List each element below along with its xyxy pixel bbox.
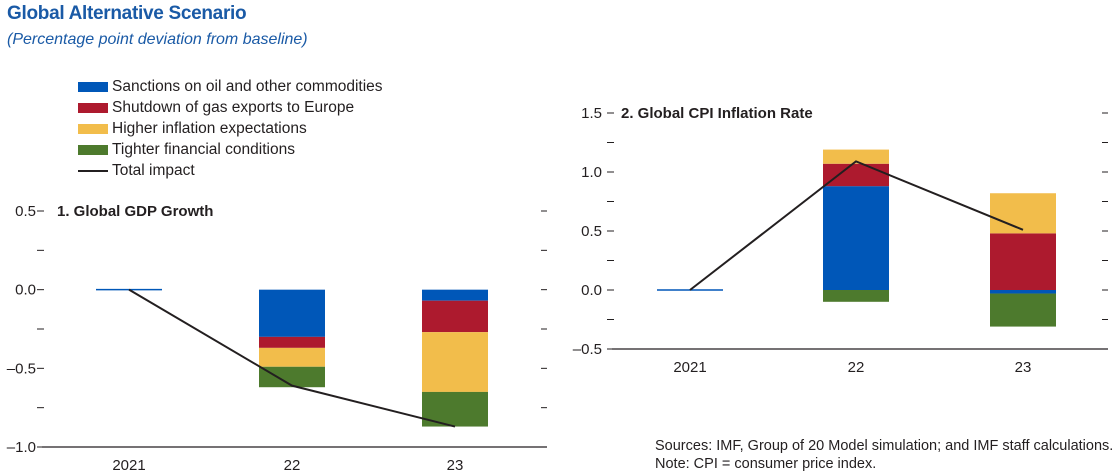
gdp-bar-inflation-expectations <box>259 347 325 367</box>
cpi-panel-title: 2. Global CPI Inflation Rate <box>621 105 813 122</box>
cpi-bar-financial-conditions <box>990 293 1056 327</box>
gdp-bar-sanctions <box>422 289 488 301</box>
source-notes: Sources: IMF, Group of 20 Model simulati… <box>655 437 1113 473</box>
legend-item-inflation-expectations: Higher inflation expectations <box>78 118 383 139</box>
gdp-xtick-label: 2021 <box>112 457 145 474</box>
gdp-bar-gas-shutdown <box>422 300 488 333</box>
gdp-bar-gas-shutdown <box>259 336 325 348</box>
cpi-ytick-label: –0.5 <box>573 341 602 358</box>
legend-item-financial-conditions: Tighter financial conditions <box>78 139 383 160</box>
legend-swatch-financial-conditions <box>78 144 108 155</box>
gdp-bar-sanctions <box>259 289 325 337</box>
legend-item-total-impact: Total impact <box>78 160 383 181</box>
cpi-bar-gas-shutdown <box>990 233 1056 290</box>
cpi-bar-inflation-expectations <box>823 149 889 164</box>
cpi-bar-financial-conditions <box>823 290 889 302</box>
gdp-bar-inflation-expectations <box>422 332 488 392</box>
figure-title: Global Alternative Scenario <box>7 3 247 24</box>
legend-swatch-inflation-expectations <box>78 123 108 134</box>
cpi-bar-sanctions <box>990 290 1056 294</box>
cpi-ytick-label: 0.0 <box>581 282 602 299</box>
gdp-total-impact-line <box>128 288 456 428</box>
gdp-ytick-label: –0.5 <box>7 360 36 377</box>
cpi-ytick-label: 1.0 <box>581 164 602 181</box>
legend-line-total-impact <box>78 169 108 172</box>
legend: Sanctions on oil and other commodities S… <box>78 76 383 181</box>
sources-text: Sources: IMF, Group of 20 Model simulati… <box>655 438 1114 454</box>
legend-label-inflation-expectations: Higher inflation expectations <box>112 119 307 137</box>
gdp-ytick-label: –1.0 <box>7 439 36 456</box>
legend-label-financial-conditions: Tighter financial conditions <box>112 140 295 158</box>
legend-swatch-sanctions <box>78 81 108 92</box>
gdp-ytick-label: 0.5 <box>15 203 36 220</box>
legend-label-sanctions: Sanctions on oil and other commodities <box>112 77 383 95</box>
legend-item-sanctions: Sanctions on oil and other commodities <box>78 76 383 97</box>
gdp-panel-title: 1. Global GDP Growth <box>57 203 213 220</box>
gdp-bar-financial-conditions <box>259 366 325 388</box>
gdp-xtick-label: 22 <box>284 457 301 474</box>
legend-item-gas-shutdown: Shutdown of gas exports to Europe <box>78 97 383 118</box>
legend-label-total-impact: Total impact <box>112 161 195 179</box>
gdp-xtick-label: 23 <box>447 457 464 474</box>
cpi-xtick-label: 2021 <box>673 359 706 376</box>
cpi-bar-gas-shutdown <box>823 163 889 187</box>
legend-swatch-gas-shutdown <box>78 102 108 113</box>
cpi-bar-sanctions <box>823 186 889 290</box>
gdp-ytick-label: 0.0 <box>15 282 36 299</box>
cpi-total-impact-line <box>689 160 1024 291</box>
note-text: Note: CPI = consumer price index. <box>655 456 877 472</box>
cpi-bar-inflation-expectations <box>990 193 1056 234</box>
cpi-xtick-label: 23 <box>1015 359 1032 376</box>
cpi-xtick-label: 22 <box>848 359 865 376</box>
cpi-ytick-label: 0.5 <box>581 223 602 240</box>
legend-label-gas-shutdown: Shutdown of gas exports to Europe <box>112 98 355 116</box>
cpi-ytick-label: 1.5 <box>581 105 602 122</box>
figure-subtitle: (Percentage point deviation from baselin… <box>7 31 308 48</box>
